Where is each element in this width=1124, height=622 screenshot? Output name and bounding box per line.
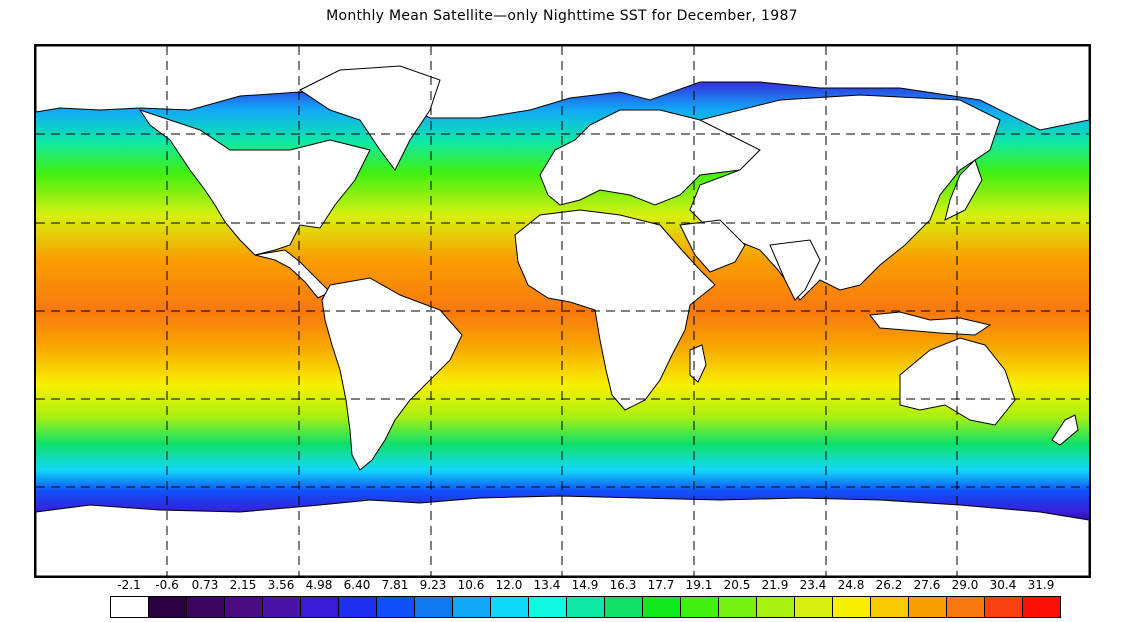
legend-label: 19.1 [685,578,713,592]
legend-swatch [1022,596,1061,618]
legend-swatch [832,596,871,618]
legend-label: 24.8 [837,578,865,592]
legend-swatch [794,596,833,618]
legend-swatch [984,596,1023,618]
legend-label: 16.3 [609,578,637,592]
legend-swatch [908,596,947,618]
legend-label: 12.0 [495,578,523,592]
legend-swatch [870,596,909,618]
japan-land [944,159,983,221]
legend-swatch [680,596,719,618]
legend-label: 0.73 [191,578,219,592]
legend-labels: -2.1 -0.6 0.73 2.15 3.56 4.98 6.40 7.81 9.23 10.6… [0,578,1124,594]
legend-label: 31.9 [1027,578,1055,592]
legend-label: 14.9 [571,578,599,592]
map-frame [34,44,1091,578]
legend-label: 6.40 [343,578,371,592]
color-legend [110,596,1061,618]
legend-label: 20.5 [723,578,751,592]
legend-swatch [300,596,339,618]
legend-swatch [110,596,149,618]
africa-land [514,209,716,411]
legend-swatch [452,596,491,618]
legend-label: 26.2 [875,578,903,592]
legend-label: 3.56 [267,578,295,592]
grid-lines [36,46,1089,576]
legend-label: 2.15 [229,578,257,592]
legend-swatch [642,596,681,618]
legend-label: 17.7 [647,578,675,592]
greenland-land [299,65,441,171]
legend-label: 7.81 [381,578,409,592]
legend-swatch [946,596,985,618]
indonesia-land [869,311,992,336]
legend-swatch [148,596,187,618]
central-america-land [254,249,331,299]
asia-land [689,94,1001,301]
legend-swatch [338,596,377,618]
legend-swatch [376,596,415,618]
legend-swatch [566,596,605,618]
legend-label: 4.98 [305,578,333,592]
legend-swatch [490,596,529,618]
legend-label: 27.6 [913,578,941,592]
legend-label: -2.1 [117,578,141,592]
legend-label: -0.6 [155,578,179,592]
legend-swatch [718,596,757,618]
legend-swatch [262,596,301,618]
south-america-land [321,277,463,471]
india-land [769,239,821,301]
new-zealand-land [1051,414,1079,446]
legend-swatch [186,596,225,618]
legend-swatch [756,596,795,618]
legend-swatch [604,596,643,618]
legend-label: 23.4 [799,578,827,592]
legend-label: 30.4 [989,578,1017,592]
legend-label: 29.0 [951,578,979,592]
legend-label: 9.23 [419,578,447,592]
legend-label: 21.9 [761,578,789,592]
legend-swatch [224,596,263,618]
legend-swatch [414,596,453,618]
legend-label: 10.6 [457,578,485,592]
sst-map [34,44,1091,578]
map-title: Monthly Mean Satellite—only Nighttime SS… [326,8,798,24]
arabia-land [679,219,746,273]
legend-label: 13.4 [533,578,561,592]
north-america-land [138,109,371,256]
legend-swatch [528,596,567,618]
